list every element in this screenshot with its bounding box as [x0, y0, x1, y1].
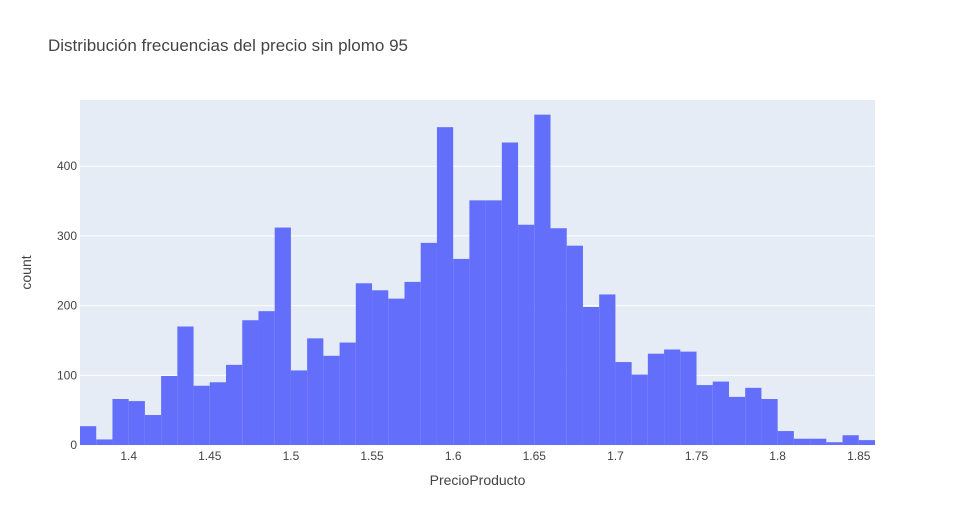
- histogram-bar: [728, 396, 746, 445]
- y-axis-ticks: 0 100 200 300 400: [57, 159, 77, 452]
- histogram-bar: [355, 283, 373, 445]
- histogram-bar: [518, 224, 535, 445]
- histogram-bar: [842, 435, 859, 445]
- y-tick-label: 0: [70, 438, 77, 452]
- histogram-bar: [485, 200, 502, 445]
- histogram-bar: [242, 320, 259, 445]
- histogram-bar: [96, 439, 113, 445]
- histogram-bar: [372, 290, 389, 445]
- histogram-bar: [777, 431, 794, 445]
- histogram-bar: [193, 385, 210, 445]
- histogram-bar: [177, 326, 194, 445]
- histogram-bar: [745, 387, 762, 445]
- x-axis-title: PrecioProducto: [430, 472, 526, 488]
- histogram-bar: [615, 362, 632, 445]
- histogram-bar: [436, 127, 454, 445]
- x-tick-label: 1.8: [769, 449, 786, 463]
- y-tick-label: 200: [57, 299, 77, 313]
- y-tick-label: 400: [57, 159, 77, 173]
- x-tick-label: 1.65: [523, 449, 547, 463]
- histogram-bar: [226, 364, 243, 445]
- histogram-bar: [631, 374, 648, 445]
- histogram-bar: [664, 349, 681, 445]
- bars: [80, 114, 875, 446]
- histogram-bar: [128, 401, 145, 445]
- histogram-bar: [209, 382, 227, 445]
- x-tick-label: 1.6: [445, 449, 462, 463]
- y-tick-label: 100: [57, 368, 77, 382]
- histogram-bar: [453, 258, 470, 445]
- histogram-bar: [501, 142, 519, 446]
- histogram-bar: [112, 399, 129, 445]
- histogram-bar: [388, 298, 405, 445]
- histogram-bar: [161, 376, 178, 445]
- histogram-bar: [534, 114, 551, 446]
- x-tick-label: 1.55: [360, 449, 384, 463]
- histogram-bar: [761, 399, 778, 445]
- histogram-bar: [420, 242, 437, 445]
- x-tick-label: 1.4: [120, 449, 137, 463]
- histogram-bar: [599, 294, 616, 445]
- histogram-bar: [274, 227, 291, 445]
- histogram-bar: [712, 381, 729, 445]
- histogram-bar: [826, 442, 843, 445]
- histogram-bar: [550, 228, 567, 445]
- histogram-bar: [696, 385, 713, 445]
- histogram-bar: [323, 355, 340, 445]
- histogram-bar: [469, 200, 486, 445]
- histogram-bar: [144, 415, 162, 445]
- histogram-bar: [290, 370, 308, 445]
- histogram-bar: [582, 307, 600, 445]
- x-tick-label: 1.7: [607, 449, 624, 463]
- histogram-bar: [80, 426, 97, 445]
- y-axis-title: count: [18, 255, 34, 289]
- histogram-bar: [339, 342, 356, 445]
- histogram-bar: [258, 311, 275, 445]
- histogram-bar: [793, 438, 811, 445]
- x-axis-ticks: 1.4 1.45 1.5 1.55 1.6 1.65 1.7 1.75 1.8 1.85: [120, 449, 870, 463]
- y-tick-label: 300: [57, 229, 77, 243]
- histogram-bar: [680, 351, 697, 445]
- histogram-bar: [404, 281, 421, 445]
- histogram-bar: [566, 245, 583, 445]
- histogram-bar: [647, 353, 665, 445]
- histogram-bar: [858, 440, 875, 445]
- chart-title: Distribución frecuencias del precio sin …: [48, 36, 408, 55]
- x-tick-label: 1.5: [283, 449, 300, 463]
- x-tick-label: 1.85: [847, 449, 871, 463]
- x-tick-label: 1.45: [198, 449, 222, 463]
- x-tick-label: 1.75: [685, 449, 709, 463]
- histogram-bar: [810, 438, 827, 445]
- histogram-bar: [307, 338, 324, 445]
